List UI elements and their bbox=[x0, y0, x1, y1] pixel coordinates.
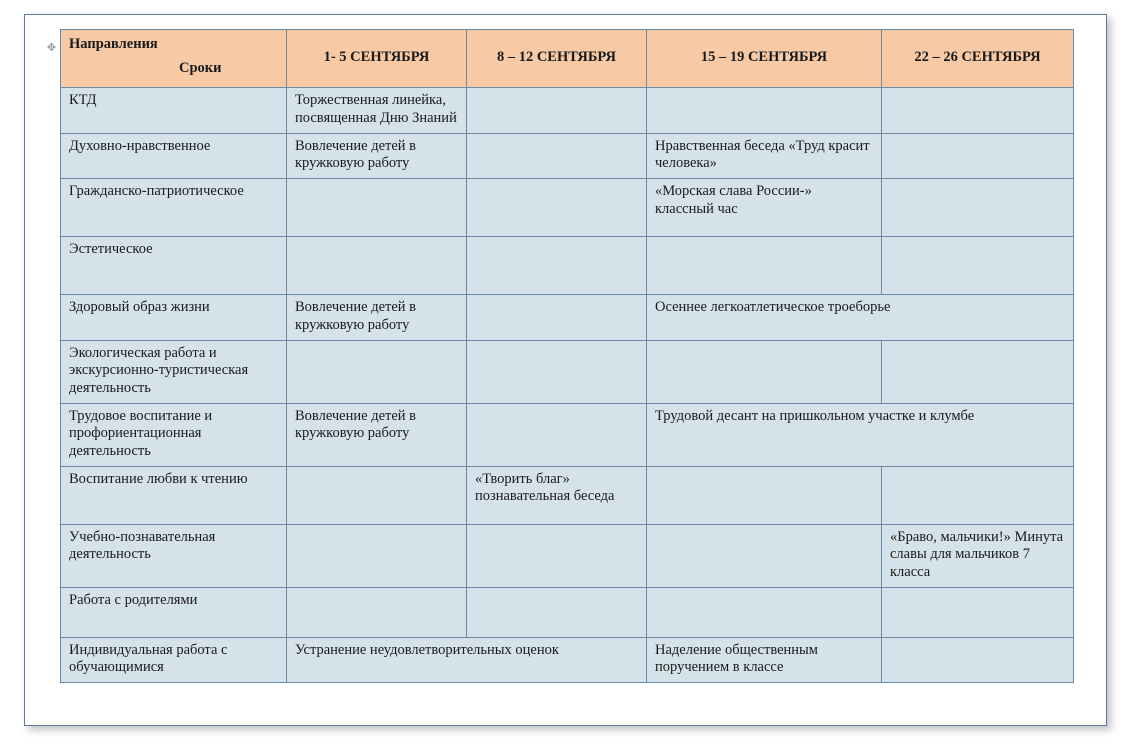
direction-cell: Эстетическое bbox=[61, 237, 287, 295]
table-header-row: Направления Сроки 1- 5 СЕНТЯБРЯ 8 – 12 С… bbox=[61, 30, 1074, 88]
cell bbox=[467, 587, 647, 637]
cell bbox=[882, 133, 1074, 178]
cell bbox=[882, 179, 1074, 237]
cell bbox=[882, 340, 1074, 403]
table-row: Воспитание любви к чтению «Творить благ»… bbox=[61, 466, 1074, 524]
header-directions-line1: Направления bbox=[69, 36, 278, 54]
table-row: Гражданско-патриотическое «Морская слава… bbox=[61, 179, 1074, 237]
cell bbox=[467, 340, 647, 403]
cell bbox=[467, 524, 647, 587]
cell bbox=[467, 133, 647, 178]
direction-cell: Учебно-познавательная деятельность bbox=[61, 524, 287, 587]
direction-cell: Трудовое воспитание и профориентационная… bbox=[61, 403, 287, 466]
table-move-handle-icon[interactable]: ✥ bbox=[46, 43, 57, 54]
cell bbox=[287, 340, 467, 403]
table-row: Здоровый образ жизни Вовлечение детей в … bbox=[61, 295, 1074, 340]
document-frame: ✥ Направления Сроки 1- 5 СЕНТЯБРЯ 8 – 12… bbox=[24, 14, 1107, 726]
cell: Вовлечение детей в кружковую работу bbox=[287, 403, 467, 466]
cell bbox=[882, 237, 1074, 295]
direction-cell: Гражданско-патриотическое bbox=[61, 179, 287, 237]
table-row: Экологическая работа и экскурсионно-тури… bbox=[61, 340, 1074, 403]
header-week4: 22 – 26 СЕНТЯБРЯ bbox=[882, 30, 1074, 88]
cell: Торжественная линейка, посвященная Дню З… bbox=[287, 88, 467, 133]
cell bbox=[467, 88, 647, 133]
cell bbox=[467, 403, 647, 466]
cell bbox=[647, 587, 882, 637]
table-row: Эстетическое bbox=[61, 237, 1074, 295]
cell bbox=[287, 237, 467, 295]
cell bbox=[647, 237, 882, 295]
header-directions-line2: Сроки bbox=[69, 54, 278, 78]
page-content: Направления Сроки 1- 5 СЕНТЯБРЯ 8 – 12 С… bbox=[60, 29, 1073, 683]
cell bbox=[287, 466, 467, 524]
header-directions: Направления Сроки bbox=[61, 30, 287, 88]
direction-cell: Здоровый образ жизни bbox=[61, 295, 287, 340]
direction-cell: Индивидуальная работа с обучающимися bbox=[61, 637, 287, 682]
cell bbox=[287, 179, 467, 237]
direction-cell: Экологическая работа и экскурсионно-тури… bbox=[61, 340, 287, 403]
schedule-table: Направления Сроки 1- 5 СЕНТЯБРЯ 8 – 12 С… bbox=[60, 29, 1074, 683]
direction-cell: КТД bbox=[61, 88, 287, 133]
cell-merged: Устранение неудовлетворительных оценок bbox=[287, 637, 647, 682]
cell bbox=[467, 179, 647, 237]
direction-cell: Духовно-нравственное bbox=[61, 133, 287, 178]
cell bbox=[467, 295, 647, 340]
cell bbox=[467, 237, 647, 295]
cell bbox=[882, 88, 1074, 133]
cell bbox=[287, 587, 467, 637]
cell: «Творить благ» познавательная беседа bbox=[467, 466, 647, 524]
cell: «Морская слава России-» классный час bbox=[647, 179, 882, 237]
header-week2: 8 – 12 СЕНТЯБРЯ bbox=[467, 30, 647, 88]
cell bbox=[882, 637, 1074, 682]
cell bbox=[647, 88, 882, 133]
table-row: Духовно-нравственное Вовлечение детей в … bbox=[61, 133, 1074, 178]
cell bbox=[647, 340, 882, 403]
cell bbox=[287, 524, 467, 587]
cell bbox=[647, 524, 882, 587]
table-row: Учебно-познавательная деятельность «Брав… bbox=[61, 524, 1074, 587]
cell: «Браво, мальчики!» Минута славы для маль… bbox=[882, 524, 1074, 587]
cell-merged: Осеннее легкоатлетическое троеборье bbox=[647, 295, 1074, 340]
cell: Нравственная беседа «Труд красит человек… bbox=[647, 133, 882, 178]
table-row: Индивидуальная работа с обучающимися Уст… bbox=[61, 637, 1074, 682]
direction-cell: Работа с родителями bbox=[61, 587, 287, 637]
cell: Вовлечение детей в кружковую работу bbox=[287, 133, 467, 178]
header-week3: 15 – 19 СЕНТЯБРЯ bbox=[647, 30, 882, 88]
cell bbox=[882, 466, 1074, 524]
cell bbox=[647, 466, 882, 524]
table-row: КТД Торжественная линейка, посвященная Д… bbox=[61, 88, 1074, 133]
cell: Вовлечение детей в кружковую работу bbox=[287, 295, 467, 340]
cell: Наделение общественным поручением в клас… bbox=[647, 637, 882, 682]
direction-cell: Воспитание любви к чтению bbox=[61, 466, 287, 524]
table-row: Трудовое воспитание и профориентационная… bbox=[61, 403, 1074, 466]
cell-merged: Трудовой десант на пришкольном участке и… bbox=[647, 403, 1074, 466]
header-week1: 1- 5 СЕНТЯБРЯ bbox=[287, 30, 467, 88]
cell bbox=[882, 587, 1074, 637]
table-row: Работа с родителями bbox=[61, 587, 1074, 637]
